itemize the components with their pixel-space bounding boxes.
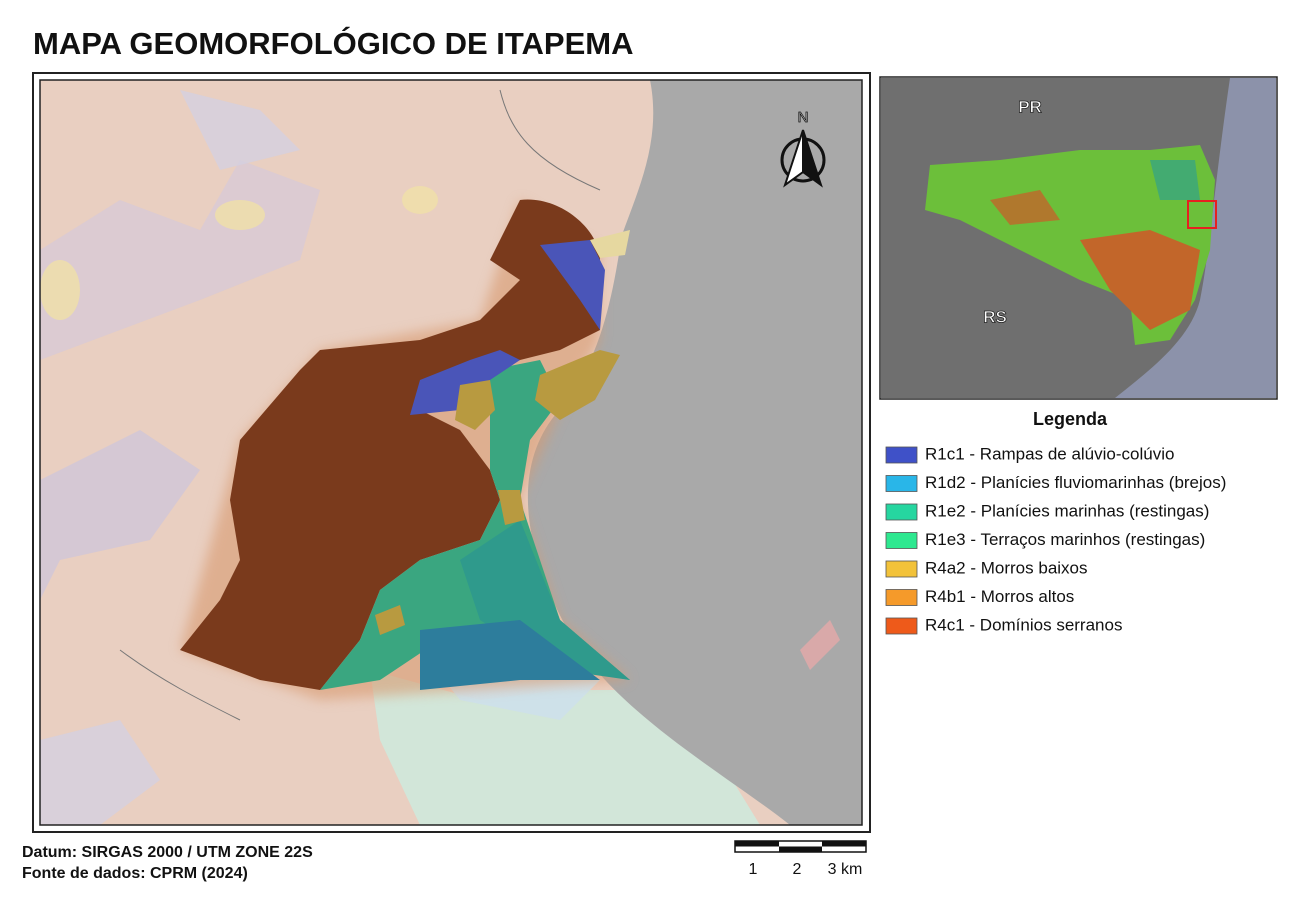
main-map: N xyxy=(40,80,862,825)
inset-label: PR xyxy=(1018,97,1042,116)
legend-label: R1e2 - Planícies marinhas (restingas) xyxy=(925,501,1209,520)
legend: R1c1 - Rampas de alúvio-colúvio R1d2 - Pl… xyxy=(885,444,1226,635)
inset-map: PR RS xyxy=(881,78,1276,398)
legend-label: R4c1 - Domínios serranos xyxy=(925,615,1122,634)
legend-title: Legenda xyxy=(1033,409,1108,429)
north-label: N xyxy=(798,109,809,126)
legend-label: R1e3 - Terraços marinhos (restingas) xyxy=(925,530,1205,549)
legend-swatch xyxy=(885,446,918,464)
legend-label: R4a2 - Morros baixos xyxy=(925,558,1088,577)
scale-label: 3 km xyxy=(828,861,863,878)
scale-label: 1 xyxy=(749,861,758,878)
datum: Datum: SIRGAS 2000 / UTM ZONE 22S xyxy=(22,844,313,861)
legend-swatch xyxy=(885,560,918,578)
legend-label: R1d2 - Planícies fluviomarinhas (brejos) xyxy=(925,473,1226,492)
legend-swatch xyxy=(885,589,918,606)
legend-swatch xyxy=(885,475,918,492)
legend-label: R4b1 - Morros altos xyxy=(925,587,1074,606)
map-title: MAPA GEOMORFOLÓGICO DE ITAPEMA xyxy=(33,25,633,61)
scale-bar xyxy=(734,840,867,853)
legend-swatch xyxy=(885,532,918,549)
legend-swatch xyxy=(885,503,918,521)
source: Fonte de dados: CPRM (2024) xyxy=(22,865,248,882)
legend-swatch xyxy=(885,617,918,635)
scale-label: 2 xyxy=(793,861,802,878)
inset-label: RS xyxy=(983,307,1007,326)
legend-label: R1c1 - Rampas de alúvio-colúvio xyxy=(925,444,1174,463)
